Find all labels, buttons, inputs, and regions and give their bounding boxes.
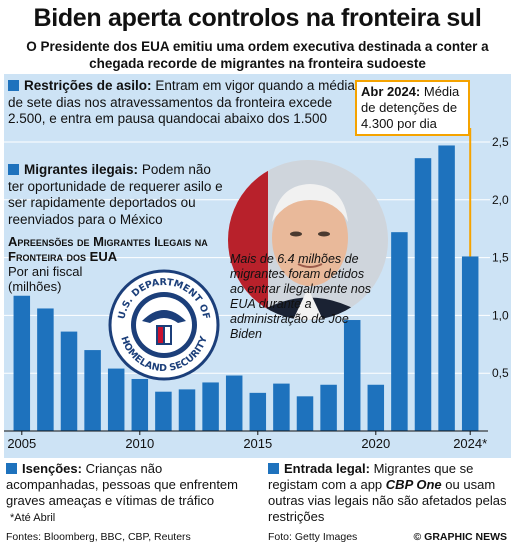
bullet-square-icon bbox=[8, 164, 19, 175]
note-isencoes-text: Crianças não acompanhadas, pessoas que e… bbox=[6, 461, 238, 508]
note-isencoes-label: Isenções: bbox=[22, 461, 82, 476]
x-tick-label: 2020 bbox=[361, 436, 390, 451]
page-title: Biden aperta controlos na fronteira sul bbox=[33, 4, 482, 32]
note-migrantes-label: Migrantes ilegais: bbox=[24, 162, 139, 177]
bar-2016 bbox=[273, 383, 290, 431]
bar-2018 bbox=[320, 384, 337, 431]
y-tick-label: 0,5 bbox=[492, 366, 509, 380]
bar-2022 bbox=[414, 158, 432, 431]
biden-photo bbox=[228, 160, 388, 320]
note-entrada-label: Entrada legal: bbox=[284, 461, 370, 476]
bar-2013 bbox=[202, 382, 219, 431]
note-entrada-text-a: Migrantes que se registam com a app bbox=[268, 461, 474, 492]
portrait-image bbox=[228, 160, 388, 320]
x-tick-label: 2005 bbox=[7, 436, 36, 451]
sources: Fontes: Bloomberg, BBC, CBP, Reuters bbox=[6, 531, 191, 543]
bar-2019 bbox=[343, 320, 361, 431]
x-tick-label: 2015 bbox=[243, 436, 272, 451]
bar-2017 bbox=[296, 396, 314, 431]
chart-heading: Apreensões de Migrantes Ilegais na Front… bbox=[8, 234, 238, 294]
note-restricoes-text: Entram em vigor quando a média de sete d… bbox=[8, 78, 355, 126]
y-tick-label: 1,5 bbox=[492, 251, 509, 265]
y-tick-label: 2,5 bbox=[492, 135, 509, 149]
bar-chart: 0,5 1,0 1,5 2,0 2,5 2005 2010 2015 2020 2024* bbox=[4, 128, 509, 451]
bar-2009 bbox=[107, 368, 125, 431]
photo-credit: Foto: Getty Images bbox=[268, 531, 358, 543]
x-tick-label: 2024* bbox=[453, 436, 487, 451]
bar-2021 bbox=[391, 232, 408, 431]
note-entrada: Entrada legal: Migrantes que se registam… bbox=[268, 461, 508, 525]
y-tick-label: 1,0 bbox=[492, 308, 509, 322]
footnote: *Até Abril bbox=[10, 512, 56, 524]
bullet-square-icon bbox=[8, 80, 19, 91]
note-restricoes-label: Restrições de asilo: bbox=[24, 78, 152, 93]
bar-2011 bbox=[155, 391, 172, 431]
note-migrantes: Migrantes ilegais: Podem não ter oportun… bbox=[8, 162, 224, 228]
x-tick-label: 2010 bbox=[125, 436, 154, 451]
bar-2007 bbox=[60, 331, 78, 431]
dhs-seal-logo: U.S. DEPARTMENT OF HOMELAND SECURITY bbox=[108, 269, 220, 381]
photo-caption: Mais de 6.4 milhões de migrantes foram d… bbox=[230, 252, 372, 341]
y-tick-label: 2,0 bbox=[492, 193, 509, 207]
bar-2015 bbox=[249, 392, 267, 431]
bar-2014 bbox=[225, 375, 243, 431]
bar-2006 bbox=[37, 308, 54, 431]
bar-2005 bbox=[13, 295, 31, 431]
callout-text: Média de detenções de 4.300 por dia bbox=[361, 84, 460, 131]
note-isencoes: Isenções: Crianças não acompanhadas, pes… bbox=[6, 461, 251, 509]
note-entrada-text-b: ou usam outras vias legais não são afeta… bbox=[268, 477, 507, 524]
bar-2008 bbox=[84, 350, 101, 431]
note-entrada-app: CBP One bbox=[385, 477, 442, 492]
bar-2024* bbox=[461, 256, 479, 431]
chart-subtitle: Por ani fiscal (milhões) bbox=[8, 264, 83, 294]
bar-2012 bbox=[178, 389, 196, 431]
bar-2023 bbox=[438, 145, 455, 431]
bullet-square-icon bbox=[6, 463, 17, 474]
callout-label: Abr 2024: bbox=[361, 84, 421, 99]
chart-panel: 0,5 1,0 1,5 2,0 2,5 2005 2010 2015 2020 2024* Res… bbox=[4, 74, 511, 458]
bar-2010 bbox=[131, 378, 149, 431]
brand-logo: © GRAPHIC NEWS bbox=[413, 531, 508, 543]
note-restricoes: Restrições de asilo: Entram em vigor qua… bbox=[8, 78, 358, 128]
page-subtitle: O Presidente dos EUA emitiu uma ordem ex… bbox=[26, 39, 489, 71]
bar-2020 bbox=[367, 384, 385, 431]
note-migrantes-text: Podem não ter oportunidade de requerer a… bbox=[8, 162, 223, 227]
bullet-square-icon bbox=[268, 463, 279, 474]
chart-title: Apreensões de Migrantes Ilegais na Front… bbox=[8, 234, 208, 264]
callout-box: Abr 2024: Média de detenções de 4.300 po… bbox=[355, 80, 470, 136]
